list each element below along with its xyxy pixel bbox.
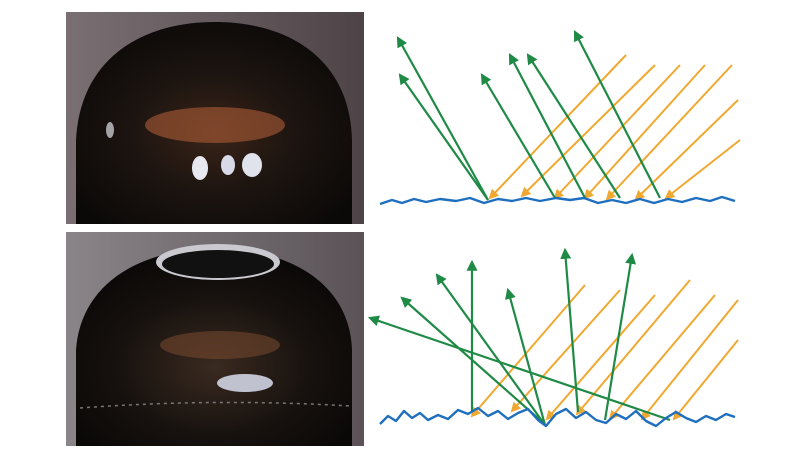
photo-top xyxy=(66,12,364,224)
diagram-top xyxy=(379,30,741,206)
photo-bottom xyxy=(66,232,364,446)
diagram-bottom xyxy=(367,247,739,428)
